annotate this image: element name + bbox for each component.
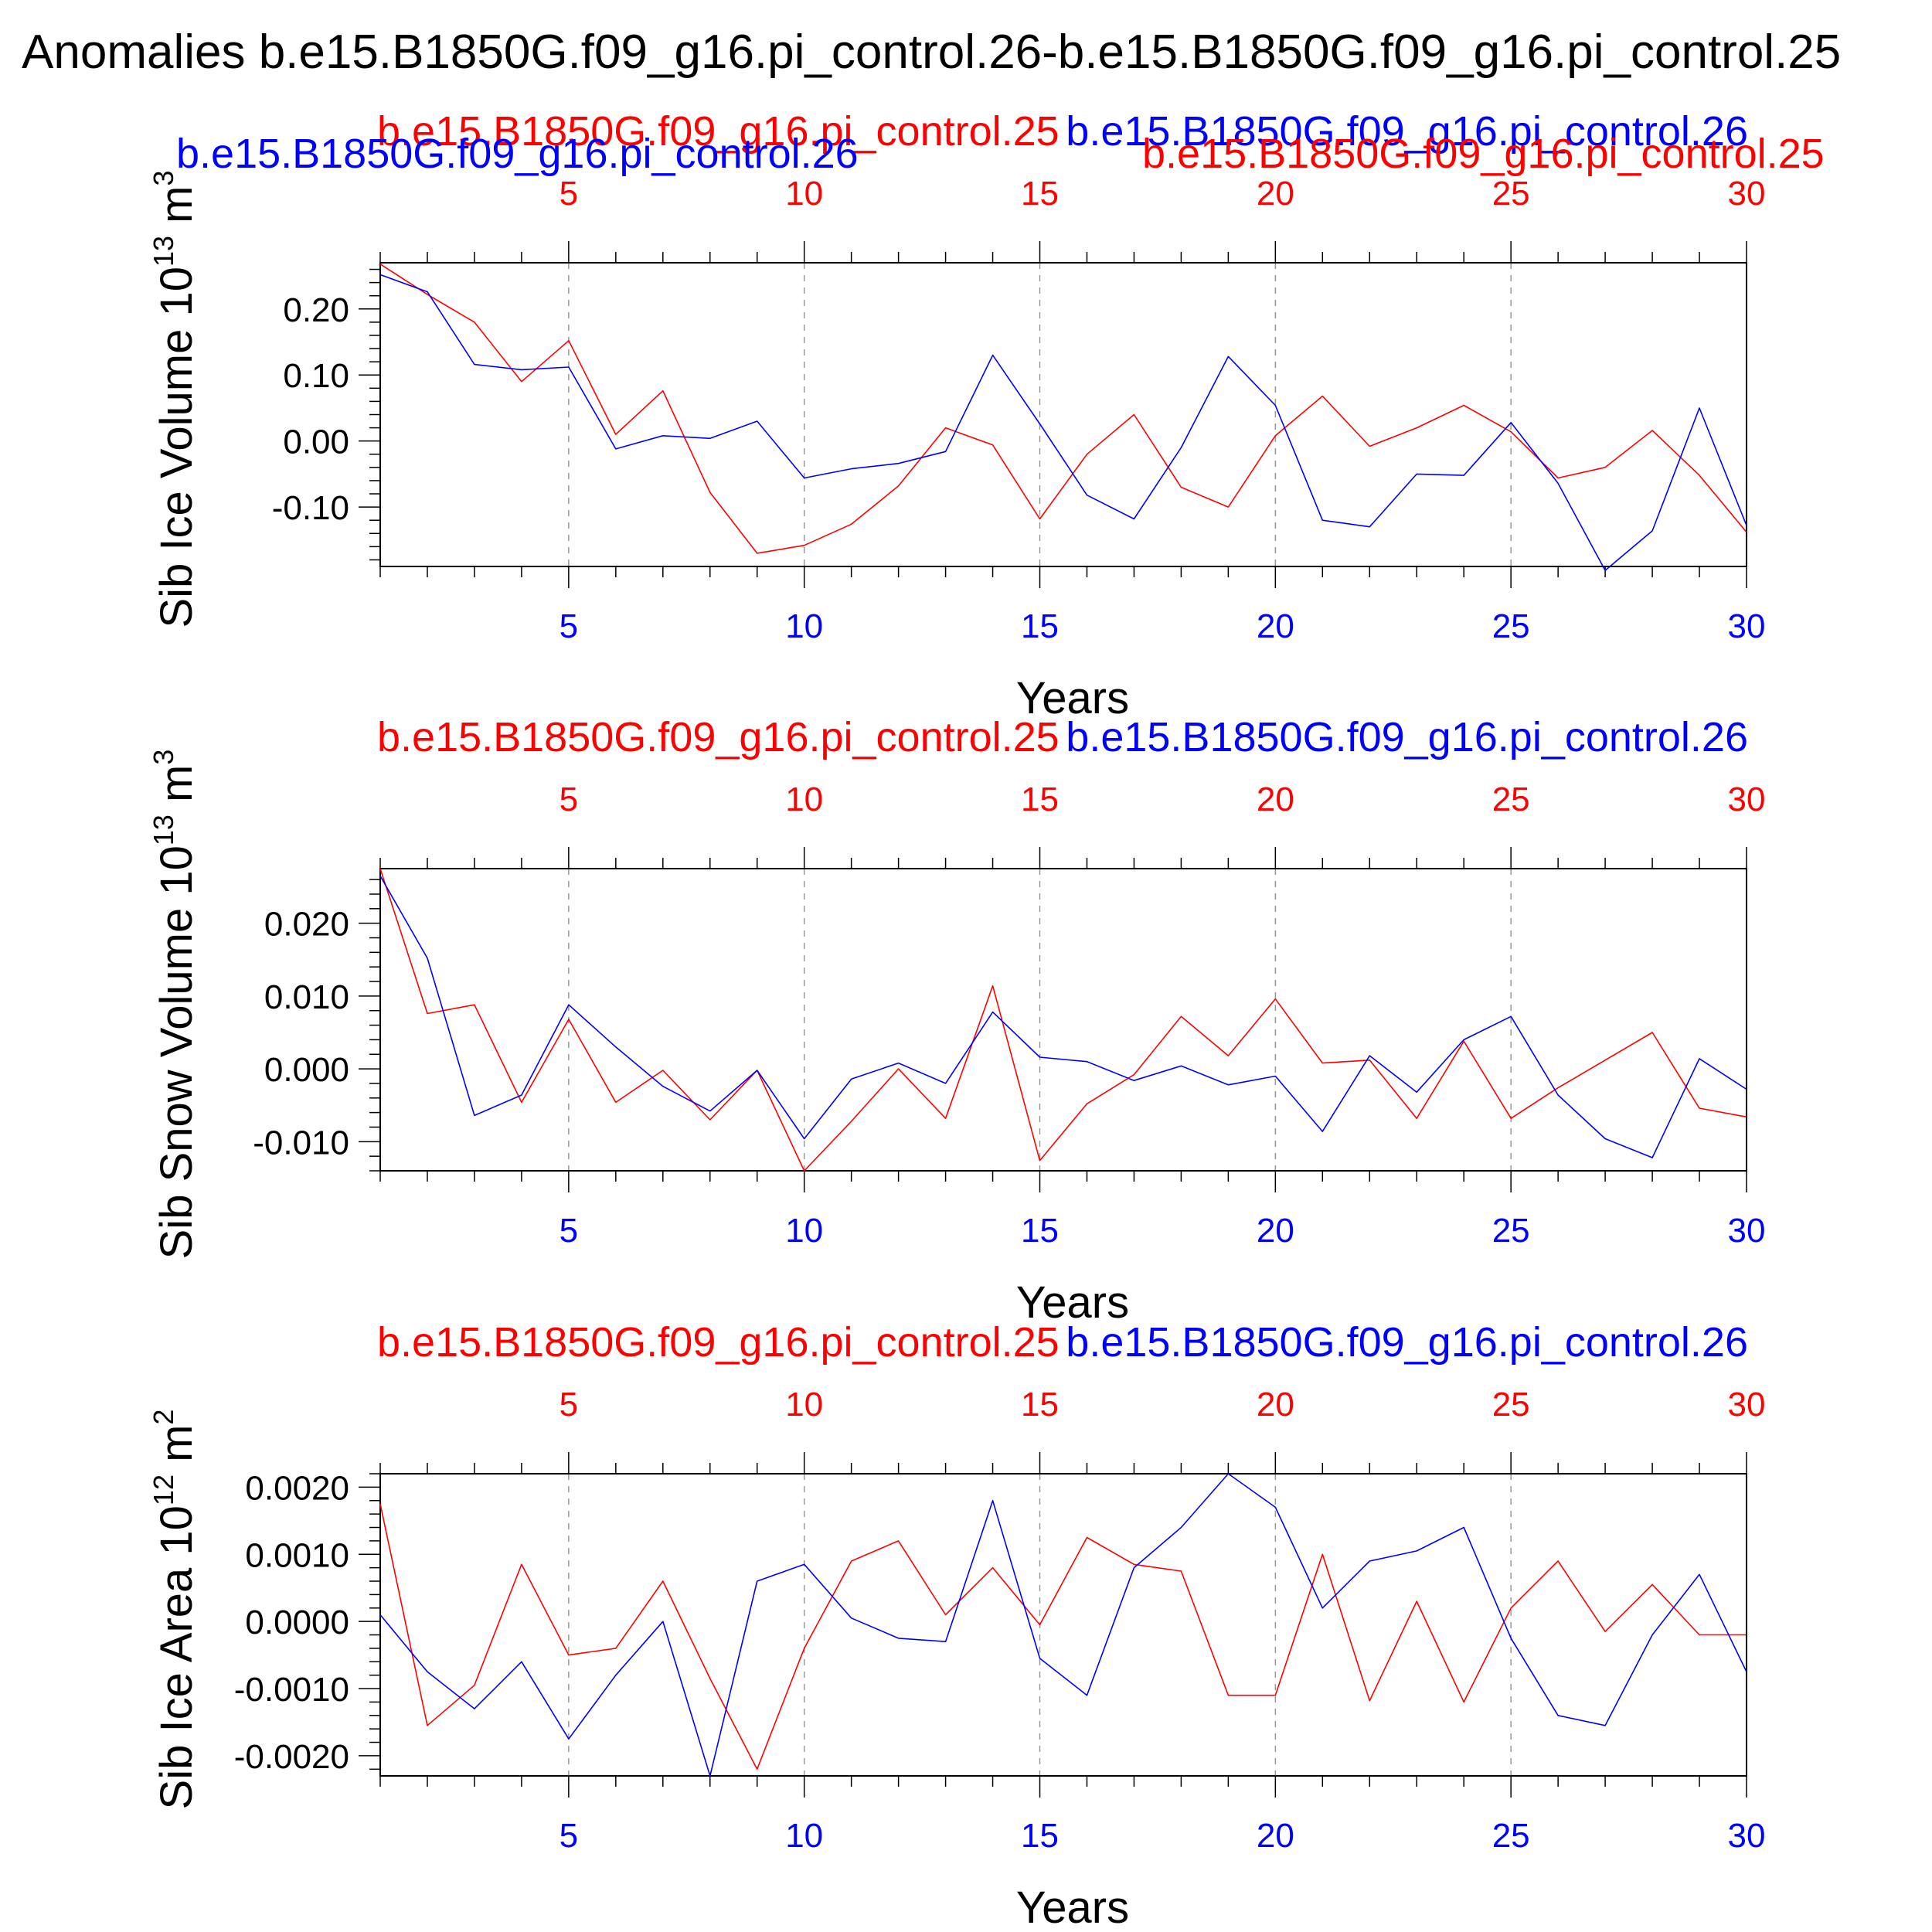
y-tick-label: 0.0020 xyxy=(245,1469,349,1507)
x-tick-label-bottom: 25 xyxy=(1492,1817,1530,1855)
x-tick-label-bottom: 30 xyxy=(1728,1817,1766,1855)
series-line-control-26 xyxy=(379,876,1747,1158)
x-tick-label-bottom: 25 xyxy=(1492,607,1530,645)
x-tick-label-top: 20 xyxy=(1257,781,1294,818)
y-axis-title: Sib Ice Volume 1013 m3 xyxy=(148,170,202,628)
x-tick-label-top: 15 xyxy=(1021,1386,1059,1423)
chart-panel-3: -0.0020 -0.0010 0.0000 0.0010 0.0020 5 10 15 20 2… xyxy=(148,1319,1765,1932)
x-tick-label-top: 25 xyxy=(1492,1386,1530,1423)
x-tick-label-bottom: 10 xyxy=(785,1817,823,1855)
x-tick-label-top: 5 xyxy=(560,175,578,213)
x-tick-label-top: 10 xyxy=(785,175,823,213)
series-line-control-26 xyxy=(379,274,1747,571)
x-tick-label-bottom: 5 xyxy=(560,607,578,645)
y-tick-label: -0.0020 xyxy=(234,1738,349,1776)
y-axis-title-unit-exponent: 3 xyxy=(148,170,179,185)
x-tick-label-top: 5 xyxy=(560,781,578,818)
series-line-control-25 xyxy=(379,1503,1747,1770)
x-tick-label-bottom: 20 xyxy=(1257,607,1294,645)
x-axis-title: Years xyxy=(1016,673,1129,723)
y-tick-label: 0.020 xyxy=(264,906,349,944)
run-label-red: b.e15.B1850G.f09_g16.pi_control.25 xyxy=(377,714,1060,760)
chart-panel-1: -0.10 0.00 0.10 0.20 5 10 15 20 25 30 5 10 15 20 25 30 Y… xyxy=(148,108,1825,723)
x-tick-label-top: 15 xyxy=(1021,781,1059,818)
y-tick-label: 0.20 xyxy=(283,291,349,329)
x-tick-label-bottom: 10 xyxy=(785,1212,823,1250)
plot-frame xyxy=(379,262,1747,567)
y-axis-title-text: Sib Snow Volume 10 xyxy=(151,845,202,1259)
run-label-blue: b.e15.B1850G.f09_g16.pi_control.26 xyxy=(1066,1319,1748,1366)
y-axis-title-exponent: 13 xyxy=(148,236,179,267)
x-tick-label-top: 30 xyxy=(1728,781,1766,818)
x-tick-label-top: 25 xyxy=(1492,175,1530,213)
y-tick-label: -0.0010 xyxy=(234,1671,349,1709)
run-label-blue: b.e15.B1850G.f09_g16.pi_control.26 xyxy=(1066,108,1748,155)
x-tick-label-top: 30 xyxy=(1728,175,1766,213)
chart-panel-2: -0.010 0.000 0.010 0.020 5 10 15 20 25 30 5 10 15 20 2… xyxy=(148,714,1765,1328)
y-axis-title-exponent: 12 xyxy=(148,1475,179,1505)
x-tick-label-bottom: 20 xyxy=(1257,1817,1294,1855)
x-tick-label-top: 30 xyxy=(1728,1386,1766,1423)
y-tick-label: 0.0010 xyxy=(245,1536,349,1574)
x-tick-label-bottom: 15 xyxy=(1021,607,1059,645)
x-tick-label-bottom: 25 xyxy=(1492,1212,1530,1250)
y-axis-title-text: Sib Ice Area 10 xyxy=(151,1505,202,1809)
y-tick-label: 0.00 xyxy=(283,423,349,461)
y-axis-title-unit-exponent: 2 xyxy=(148,1410,179,1425)
plot-frame xyxy=(379,868,1747,1172)
x-tick-label-bottom: 10 xyxy=(785,607,823,645)
x-tick-label-bottom: 15 xyxy=(1021,1817,1059,1855)
x-tick-label-top: 25 xyxy=(1492,781,1530,818)
series-line-control-26 xyxy=(379,1473,1747,1777)
series-line-control-25 xyxy=(379,868,1747,1172)
y-axis-title-text: Sib Ice Volume 10 xyxy=(151,267,202,628)
figure-title: Anomalies b.e15.B1850G.f09_g16.pi_contro… xyxy=(22,26,1841,79)
y-axis-title-unit: m xyxy=(151,186,202,236)
x-tick-label-bottom: 5 xyxy=(560,1212,578,1250)
y-axis-title-unit: m xyxy=(151,1425,202,1475)
y-axis-title: Sib Snow Volume 1013 m3 xyxy=(148,750,202,1260)
y-tick-label: 0.000 xyxy=(264,1051,349,1089)
x-tick-label-bottom: 15 xyxy=(1021,1212,1059,1250)
run-label-red: b.e15.B1850G.f09_g16.pi_control.25 xyxy=(377,108,1060,155)
x-tick-label-top: 20 xyxy=(1257,1386,1294,1423)
y-axis-title-unit: m xyxy=(151,765,202,815)
x-axis-title: Years xyxy=(1016,1883,1129,1932)
x-tick-label-top: 20 xyxy=(1257,175,1294,213)
y-axis-title-exponent: 13 xyxy=(148,815,179,845)
x-tick-label-bottom: 30 xyxy=(1728,1212,1766,1250)
x-tick-label-bottom: 5 xyxy=(560,1817,578,1855)
x-tick-label-top: 10 xyxy=(785,1386,823,1423)
x-tick-label-top: 5 xyxy=(560,1386,578,1423)
x-tick-label-bottom: 30 xyxy=(1728,607,1766,645)
run-label-blue: b.e15.B1850G.f09_g16.pi_control.26 xyxy=(176,131,859,177)
x-axis-title: Years xyxy=(1016,1277,1129,1328)
run-label-red: b.e15.B1850G.f09_g16.pi_control.25 xyxy=(1142,131,1825,177)
x-tick-label-bottom: 20 xyxy=(1257,1212,1294,1250)
run-label-blue: b.e15.B1850G.f09_g16.pi_control.26 xyxy=(1066,714,1748,760)
x-tick-label-top: 10 xyxy=(785,781,823,818)
run-label-red: b.e15.B1850G.f09_g16.pi_control.25 xyxy=(377,1319,1060,1366)
y-tick-label: -0.010 xyxy=(253,1124,349,1162)
y-tick-label: -0.10 xyxy=(272,489,349,527)
y-axis-title-unit-exponent: 3 xyxy=(148,750,179,765)
panels: -0.100.000.100.205 10 15 20 25 305 10 15 20 25 30Y… xyxy=(148,108,1825,1932)
y-axis-title: Sib Ice Area 1012 m2 xyxy=(148,1410,202,1810)
y-tick-label: 0.10 xyxy=(283,357,349,395)
y-tick-label: 0.010 xyxy=(264,978,349,1016)
y-tick-label: 0.0000 xyxy=(245,1604,349,1641)
x-tick-label-top: 15 xyxy=(1021,175,1059,213)
plot-frame xyxy=(379,1473,1747,1777)
series-line-control-25 xyxy=(379,264,1747,554)
